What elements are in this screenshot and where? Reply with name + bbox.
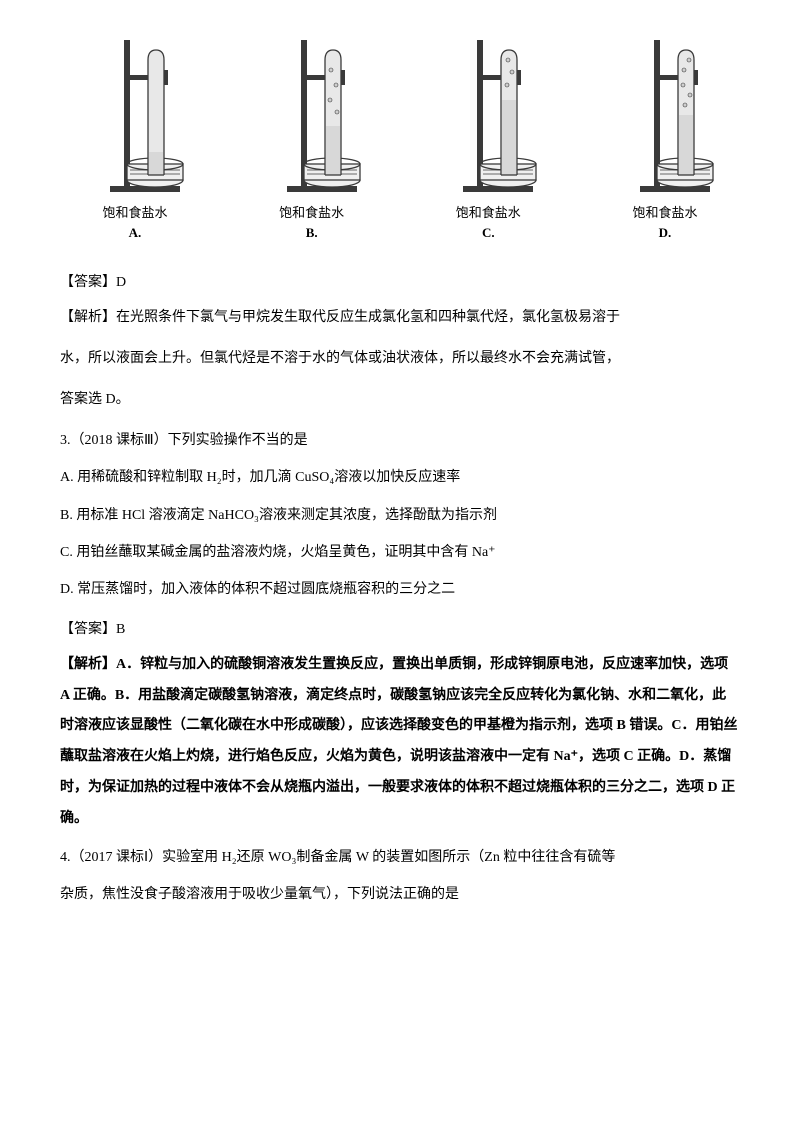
figure-D-label: 饱和食盐水 D.: [632, 204, 697, 242]
q3-opt-A: A. 用稀硫酸和锌粒制取 H₂时，加几滴 CuSO₄溶液以加快反应速率: [60, 463, 740, 492]
figure-A-label: 饱和食盐水 A.: [102, 204, 167, 242]
figure-D: 饱和食盐水 D.: [590, 30, 740, 242]
explain2-line1: 【解析】在光照条件下氯气与甲烷发生取代反应生成氯化氢和四种氯代烃，氯化氢极易溶于: [60, 303, 740, 334]
q4-line2: 杂质，焦性没食子酸溶液用于吸收少量氧气），下列说法正确的是: [60, 880, 740, 909]
apparatus-D: [600, 30, 730, 200]
caption-B: 饱和食盐水: [279, 205, 344, 220]
opt-A: A.: [102, 224, 167, 242]
explain2-line3: 答案选 D。: [60, 385, 740, 416]
figure-B: 饱和食盐水 B.: [237, 30, 387, 242]
caption-A: 饱和食盐水: [102, 205, 167, 220]
apparatus-B: [247, 30, 377, 200]
q3-stem: 3.（2018 课标Ⅲ）下列实验操作不当的是: [60, 426, 740, 455]
opt-D: D.: [632, 224, 697, 242]
figure-B-label: 饱和食盐水 B.: [279, 204, 344, 242]
q3-opt-B: B. 用标准 HCl 溶液滴定 NaHCO₃溶液来测定其浓度，选择酚酞为指示剂: [60, 501, 740, 530]
explain2-line2: 水，所以液面会上升。但氯代烃是不溶于水的气体或油状液体，所以最终水不会充满试管，: [60, 344, 740, 375]
answer2-label: 【答案】D: [60, 272, 740, 293]
figure-A: 饱和食盐水 A.: [60, 30, 210, 242]
caption-C: 饱和食盐水: [456, 205, 521, 220]
q3-opt-D: D. 常压蒸馏时，加入液体的体积不超过圆底烧瓶容积的三分之二: [60, 575, 740, 604]
opt-C: C.: [456, 224, 521, 242]
q3-opt-C: C. 用铂丝蘸取某碱金属的盐溶液灼烧，火焰呈黄色，证明其中含有 Na⁺: [60, 538, 740, 567]
caption-D: 饱和食盐水: [632, 205, 697, 220]
q4-line1: 4.（2017 课标Ⅰ）实验室用 H₂还原 WO₃制备金属 W 的装置如图所示（…: [60, 843, 740, 872]
figure-C-label: 饱和食盐水 C.: [456, 204, 521, 242]
explain3: 【解析】A．锌粒与加入的硫酸铜溶液发生置换反应，置换出单质铜，形成锌铜原电池，反…: [60, 650, 740, 835]
opt-B: B.: [279, 224, 344, 242]
explain2-text1: 在光照条件下氯气与甲烷发生取代反应生成氯化氢和四种氯代烃，氯化氢极易溶于: [116, 310, 620, 325]
figure-C: 饱和食盐水 C.: [413, 30, 563, 242]
explain2-label: 【解析】: [60, 310, 116, 325]
apparatus-C: [423, 30, 553, 200]
answer3-label: 【答案】B: [60, 619, 740, 640]
apparatus-A: [70, 30, 200, 200]
figures-row: 饱和食盐水 A. 饱和食盐水 B.: [60, 30, 740, 242]
